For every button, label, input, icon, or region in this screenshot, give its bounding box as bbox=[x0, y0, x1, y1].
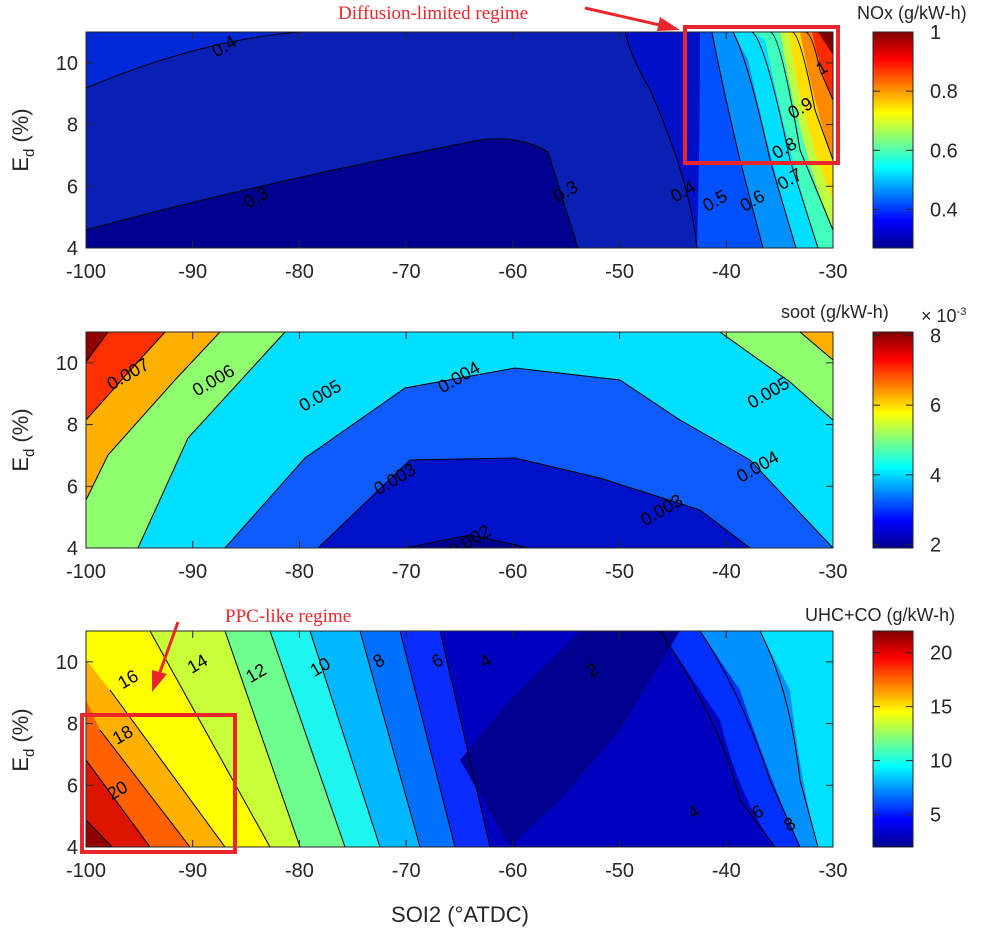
soot-colorbar-title: soot (g/kW-h) bbox=[781, 302, 889, 322]
soot-xtick-label: -70 bbox=[392, 561, 421, 583]
nox-xtick-label: -100 bbox=[66, 261, 106, 283]
nox-xtick-label: -50 bbox=[605, 261, 634, 283]
soot-xtick-label: -60 bbox=[498, 561, 527, 583]
nox-annotation: Diffusion-limited regime bbox=[338, 3, 680, 31]
soot-xtick-label: -90 bbox=[178, 561, 207, 583]
uhc-xtick-label: -30 bbox=[819, 860, 848, 882]
soot-xtick-label: -100 bbox=[66, 561, 106, 583]
nox-ylabel: Ed(%) bbox=[8, 108, 38, 171]
uhc-colorbar-tick-label: 5 bbox=[930, 805, 941, 827]
uhc-ytick-label: 4 bbox=[67, 837, 78, 859]
nox-panel: 0.40.3 0.3 0.4 0.5 0.60.70.80.91 -100 -90 -80-… bbox=[8, 3, 967, 283]
uhc-xtick-label: -80 bbox=[285, 860, 314, 882]
uhc-xtick-label: -90 bbox=[178, 860, 207, 882]
uhc-xtick-label: -50 bbox=[605, 860, 634, 882]
arrow-head-icon bbox=[152, 670, 167, 692]
nox-colorbar-tick-label: 1 bbox=[930, 22, 941, 44]
arrow-head-icon bbox=[657, 17, 680, 31]
soot-contour-lines bbox=[86, 332, 833, 548]
nox-xtick-label: -80 bbox=[285, 261, 314, 283]
uhc-contour-lines bbox=[86, 631, 819, 847]
nox-ytick-label: 10 bbox=[56, 53, 78, 75]
uhc-colorbar-tick-label: 15 bbox=[930, 697, 952, 719]
uhc-colorbar: UHC+CO (g/kW-h) 5 10 15 20 bbox=[805, 605, 955, 848]
soot-colorbar-tick-label: 6 bbox=[930, 395, 941, 417]
nox-highlight-box bbox=[683, 25, 840, 165]
soot-xtick-label: -30 bbox=[819, 561, 848, 583]
soot-panel: 0.007 0.006 0.005 0.0040.0030.0020.0050.004… bbox=[8, 302, 966, 583]
uhc-colorbar-title: UHC+CO (g/kW-h) bbox=[805, 605, 955, 625]
soot-xtick-label: -50 bbox=[605, 561, 634, 583]
nox-colorbar: NOx (g/kW-h) 0.4 0.6 0.8 1 bbox=[857, 3, 967, 249]
uhc-contour-fill bbox=[86, 631, 833, 847]
uhc-xtick-label: -100 bbox=[66, 860, 106, 882]
ppc-regime-label: PPC-like regime bbox=[225, 606, 351, 627]
soot-colorbar-tick-label: 8 bbox=[930, 325, 941, 347]
uhc-axis-ticks: -100 -90 -80 -70 -60 -50 -40 -30 4 6 8 10 bbox=[56, 631, 848, 882]
nox-xtick-label: -40 bbox=[712, 261, 741, 283]
nox-contour-fill bbox=[86, 32, 833, 248]
soot-contour-fill bbox=[86, 332, 833, 548]
nox-xtick-label: -30 bbox=[819, 261, 848, 283]
uhc-ytick-label: 6 bbox=[67, 775, 78, 797]
nox-ytick-label: 8 bbox=[67, 115, 78, 137]
soot-ytick-label: 8 bbox=[67, 415, 78, 437]
soot-axis-ticks: -100 -90 -80 -70 -60 -50 -40 -30 4 6 8 10 bbox=[56, 332, 848, 583]
soot-colorbar-tick-label: 4 bbox=[930, 465, 941, 487]
uhc-xtick-label: -70 bbox=[392, 860, 421, 882]
soot-ytick-label: 6 bbox=[67, 476, 78, 498]
nox-colorbar-tick-label: 0.8 bbox=[930, 81, 958, 103]
nox-axis-ticks: -100 -90 -80 -70 -60 -50 -40 -30 4 6 8 10 bbox=[56, 32, 848, 283]
soot-xtick-label: -80 bbox=[285, 561, 314, 583]
diffusion-regime-label: Diffusion-limited regime bbox=[338, 3, 528, 24]
uhc-annotation: PPC-like regime bbox=[152, 606, 351, 692]
uhc-ylabel: Ed(%) bbox=[8, 708, 38, 771]
soot-colorbar-multiplier: × 10-3 bbox=[921, 306, 966, 326]
uhc-colorbar-tick-label: 10 bbox=[930, 751, 952, 773]
soot-ytick-label: 4 bbox=[67, 538, 78, 560]
nox-xtick-label: -90 bbox=[178, 261, 207, 283]
uhc-colorbar-tick-label: 20 bbox=[930, 643, 952, 665]
nox-ytick-label: 6 bbox=[67, 176, 78, 198]
soot-xtick-label: -40 bbox=[712, 561, 741, 583]
uhc-highlight-box bbox=[80, 713, 237, 854]
soot-colorbar: soot (g/kW-h) × 10-3 2 4 6 8 bbox=[781, 302, 966, 557]
soot-axes-box bbox=[85, 331, 834, 549]
annotation-arrow bbox=[584, 6, 665, 28]
nox-colorbar-tick-label: 0.6 bbox=[930, 140, 958, 162]
nox-ytick-label: 4 bbox=[67, 238, 78, 260]
uhc-xlabel: SOI2 (°ATDC) bbox=[391, 902, 529, 927]
nox-axes-box bbox=[85, 31, 834, 249]
uhc-xtick-label: -60 bbox=[498, 860, 527, 882]
annotation-arrow bbox=[158, 621, 180, 673]
soot-colorbar-tick-label: 2 bbox=[930, 535, 941, 557]
uhc-axes-box bbox=[85, 630, 834, 848]
uhc-xtick-label: -40 bbox=[712, 860, 741, 882]
nox-colorbar-title: NOx (g/kW-h) bbox=[857, 3, 967, 23]
nox-xtick-label: -60 bbox=[498, 261, 527, 283]
soot-ytick-label: 10 bbox=[56, 353, 78, 375]
nox-colorbar-tick-label: 0.4 bbox=[930, 200, 958, 222]
soot-ylabel: Ed(%) bbox=[8, 408, 38, 471]
uhc-ytick-label: 8 bbox=[67, 714, 78, 736]
nox-xtick-label: -70 bbox=[392, 261, 421, 283]
uhc-ytick-label: 10 bbox=[56, 652, 78, 674]
